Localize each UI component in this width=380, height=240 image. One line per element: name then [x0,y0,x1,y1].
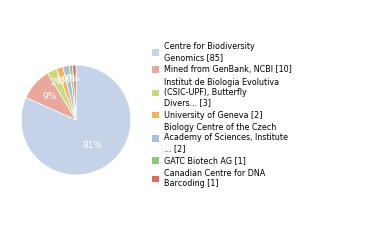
Wedge shape [48,69,76,120]
Text: 81%: 81% [82,141,102,150]
Wedge shape [21,65,131,175]
Legend: Centre for Biodiversity
Genomics [85], Mined from GenBank, NCBI [10], Institut d: Centre for Biodiversity Genomics [85], M… [152,42,291,188]
Text: 2%: 2% [51,78,65,87]
Wedge shape [26,73,76,120]
Text: 1%: 1% [57,76,71,85]
Wedge shape [63,66,76,120]
Wedge shape [70,65,76,120]
Text: 0%: 0% [65,74,79,83]
Wedge shape [73,65,76,120]
Text: 9%: 9% [42,92,56,101]
Text: 0%: 0% [61,75,76,84]
Wedge shape [57,67,76,120]
